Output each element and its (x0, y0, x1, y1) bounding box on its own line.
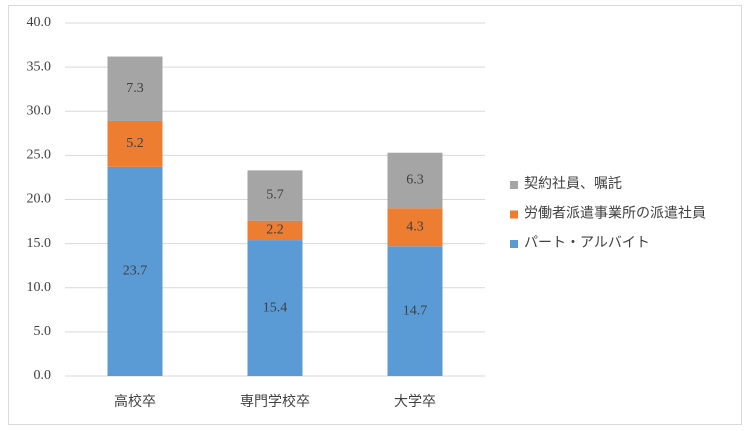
data-label: 7.3 (126, 81, 144, 96)
y-tick-label: 25.0 (27, 148, 52, 163)
data-label: 4.3 (406, 220, 424, 235)
x-tick-label: 高校卒 (114, 393, 156, 410)
bar-segment (387, 152, 443, 209)
legend-swatch (510, 181, 518, 189)
bar-segment (247, 240, 303, 376)
legend-swatch (510, 210, 518, 219)
y-tick-label: 0.0 (34, 368, 52, 383)
y-tick-label: 5.0 (34, 324, 52, 339)
bar-segment (107, 166, 163, 376)
legend-label: パート・アルバイト (524, 235, 650, 251)
bar-segment (387, 208, 443, 247)
bar-segment (387, 246, 443, 376)
y-tick-label: 10.0 (27, 280, 52, 295)
x-tick-label: 大学卒 (394, 394, 436, 410)
data-label: 2.2 (266, 223, 284, 238)
y-tick-label: 35.0 (27, 59, 52, 74)
y-tick-label: 30.0 (27, 103, 52, 118)
legend-label: 契約社員、嘱託 (524, 176, 622, 192)
legend-swatch (510, 240, 518, 248)
bar-segment (247, 170, 303, 221)
y-tick-label: 40.0 (27, 15, 52, 30)
data-label: 6.3 (406, 173, 424, 188)
data-label: 14.7 (403, 303, 428, 318)
bar-segment (107, 120, 163, 167)
data-label: 23.7 (123, 264, 148, 279)
data-label: 5.7 (266, 188, 284, 203)
data-label: 15.4 (263, 300, 288, 315)
legend-label: 労働者派遣事業所の派遣社員 (524, 206, 706, 222)
data-label: 5.2 (126, 136, 144, 151)
x-tick-label: 専門学校卒 (240, 393, 310, 410)
y-tick-label: 20.0 (27, 192, 52, 207)
y-tick-label: 15.0 (27, 236, 52, 251)
bar-segment (247, 220, 303, 241)
bar-segment (107, 56, 163, 121)
